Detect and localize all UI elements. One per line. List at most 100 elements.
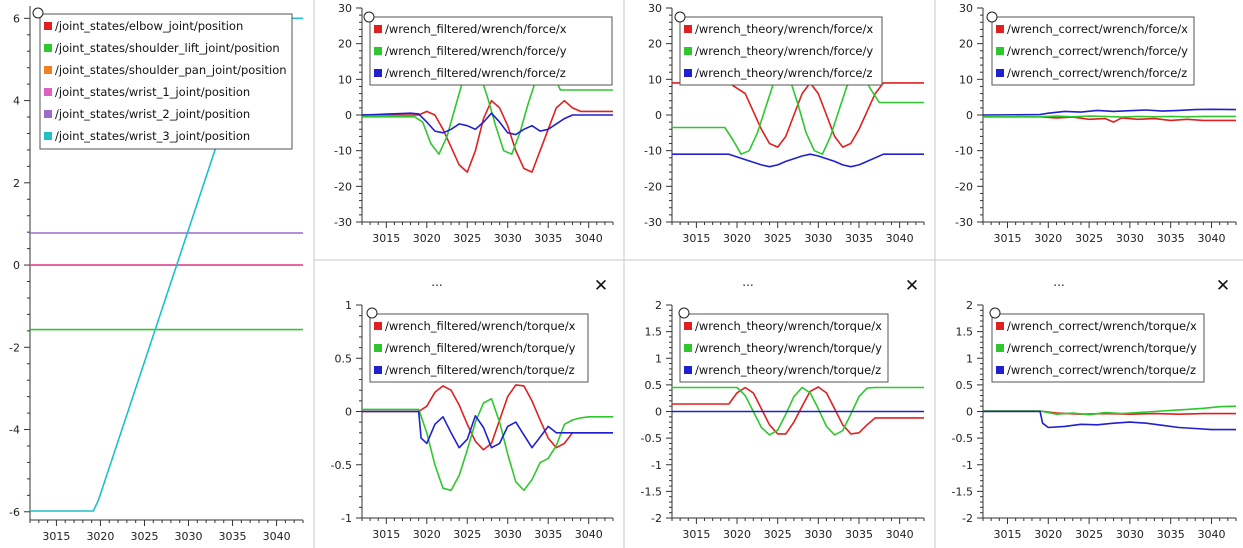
legend-entry: /wrench_filtered/wrench/torque/x [385, 319, 576, 333]
y-tick-label: 0.5 [335, 352, 353, 365]
legend-swatch [44, 44, 52, 52]
legend-entry: /wrench_theory/wrench/force/x [695, 22, 873, 36]
x-tick-label: 3040 [1198, 232, 1226, 245]
x-tick-label: 3025 [453, 528, 481, 541]
x-tick-label: 3020 [723, 232, 751, 245]
chart-filtered-force[interactable]: 3015 3020 3025 3030 3035 3040 -30 -20 -10 0 10 20 30… [334, 2, 614, 245]
legend-handle-icon[interactable] [674, 11, 686, 23]
legend-entry: /wrench_theory/wrench/force/z [695, 66, 872, 80]
panel-title: ... [742, 275, 753, 289]
series-line-3 [362, 410, 613, 449]
legend-handle-icon[interactable] [989, 307, 1001, 319]
legend-swatch [996, 47, 1004, 55]
legend-entry: /joint_states/shoulder_pan_joint/positio… [55, 63, 287, 77]
y-tick-label: -20 [955, 180, 973, 193]
series-line-3 [672, 153, 924, 168]
legend-handle-icon[interactable] [32, 7, 44, 19]
legend-swatch [374, 69, 382, 77]
y-tick-label: -10 [644, 145, 662, 158]
x-tick-label: 3025 [764, 528, 792, 541]
x-tick-label: 3015 [682, 528, 710, 541]
x-tick-label: 3015 [42, 530, 70, 543]
x-tick-label: 3035 [534, 232, 562, 245]
x-tick-label: 3020 [1034, 528, 1062, 541]
series-line-3 [983, 108, 1236, 116]
y-tick-label: 2 [13, 177, 20, 190]
chart-theory-force[interactable]: 3015 3020 3025 3030 3035 3040 -30 -20 -10 0 10 20 30… [644, 2, 925, 245]
y-tick-label: 0 [655, 406, 662, 419]
x-tick-label: 3035 [845, 232, 873, 245]
close-icon[interactable]: ✕ [1216, 276, 1230, 296]
y-tick-label: -1.5 [952, 485, 973, 498]
series-line-1 [672, 82, 924, 148]
x-tick-label: 3030 [1116, 528, 1144, 541]
chart-correct-torque[interactable]: ... ✕ 3015 3020 3025 3030 3035 3040 -2 -1.5 -1 -0.5… [952, 275, 1237, 541]
chart-correct-force[interactable]: 3015 3020 3025 3030 3035 3040 -30 -20 -10 0 10 20 30… [955, 2, 1237, 245]
x-tick-label: 3030 [804, 232, 832, 245]
legend-swatch [684, 322, 692, 330]
series-line-2 [983, 115, 1236, 118]
legend-entry: /wrench_filtered/wrench/force/z [385, 66, 566, 80]
x-tick-label: 3020 [723, 528, 751, 541]
chart-filtered-torque[interactable]: ... ✕ 3015 3020 3025 3030 3035 3040 -1 -0.5 0 0.5 1 /… [331, 275, 614, 541]
x-tick-label: 3040 [575, 528, 603, 541]
x-tick-label: 3040 [886, 528, 914, 541]
legend-swatch [374, 322, 382, 330]
y-tick-label: -2 [962, 512, 973, 525]
y-tick-label: -30 [644, 216, 662, 229]
y-tick-label: 1 [655, 352, 662, 365]
chart-theory-torque[interactable]: ... ✕ 3015 3020 3025 3030 3035 3040 -2 -1.5 -1 -0.5… [641, 275, 925, 541]
legend-entry: /joint_states/wrist_3_joint/position [55, 129, 250, 143]
legend-box [39, 13, 293, 150]
y-tick-label: 20 [648, 38, 662, 51]
y-tick-label: -30 [955, 216, 973, 229]
x-tick-label: 3030 [494, 528, 522, 541]
y-tick-label: 10 [959, 73, 973, 86]
legend-entry: /wrench_filtered/wrench/force/y [385, 44, 567, 58]
y-tick-label: -1 [962, 459, 973, 472]
legend-handle-icon[interactable] [363, 11, 375, 23]
legend-entry: /wrench_theory/wrench/force/y [695, 44, 873, 58]
y-tick-label: -2 [9, 341, 20, 354]
legend-handle-icon[interactable] [678, 307, 690, 319]
y-tick-label: 30 [959, 2, 973, 15]
legend-box [991, 16, 1195, 86]
x-tick-label: 3035 [1157, 528, 1185, 541]
panel-title: ... [1053, 275, 1064, 289]
legend-entry: /joint_states/wrist_2_joint/position [55, 107, 250, 121]
y-tick-label: -4 [9, 424, 20, 437]
legend-swatch [996, 366, 1004, 374]
chart-joints[interactable]: 3015 3020 3025 3030 3035 3040 -6 -4 -2 0 2 4 6/joint… [9, 6, 304, 543]
y-tick-label: -0.5 [331, 459, 352, 472]
close-icon[interactable]: ✕ [594, 276, 608, 296]
series-line-1 [672, 386, 924, 435]
y-tick-label: 20 [338, 38, 352, 51]
legend-box [991, 313, 1205, 383]
series-line-2 [672, 386, 924, 436]
legend-swatch [44, 22, 52, 30]
panel-title: ... [431, 275, 442, 289]
y-tick-label: 0 [13, 259, 20, 272]
x-tick-label: 3035 [845, 528, 873, 541]
x-tick-label: 3030 [1116, 232, 1144, 245]
x-tick-label: 3015 [993, 232, 1021, 245]
legend-swatch [44, 66, 52, 74]
y-tick-label: 10 [338, 73, 352, 86]
legend-box [369, 313, 589, 383]
legend-handle-icon[interactable] [366, 307, 378, 319]
legend-entry: /wrench_theory/wrench/torque/x [695, 319, 882, 333]
x-tick-label: 3025 [1075, 232, 1103, 245]
legend-swatch [684, 25, 692, 33]
x-tick-label: 3035 [534, 528, 562, 541]
series-line-2 [983, 405, 1236, 416]
x-tick-label: 3020 [1034, 232, 1062, 245]
legend-entry: /wrench_correct/wrench/torque/y [1007, 341, 1197, 355]
legend-entry: /wrench_theory/wrench/torque/y [695, 341, 882, 355]
close-icon[interactable]: ✕ [905, 276, 919, 296]
series-line-1 [362, 99, 613, 173]
y-tick-label: -10 [955, 145, 973, 158]
legend-handle-icon[interactable] [986, 11, 998, 23]
legend-entry: /joint_states/shoulder_lift_joint/positi… [55, 41, 280, 55]
y-tick-label: 0 [655, 109, 662, 122]
